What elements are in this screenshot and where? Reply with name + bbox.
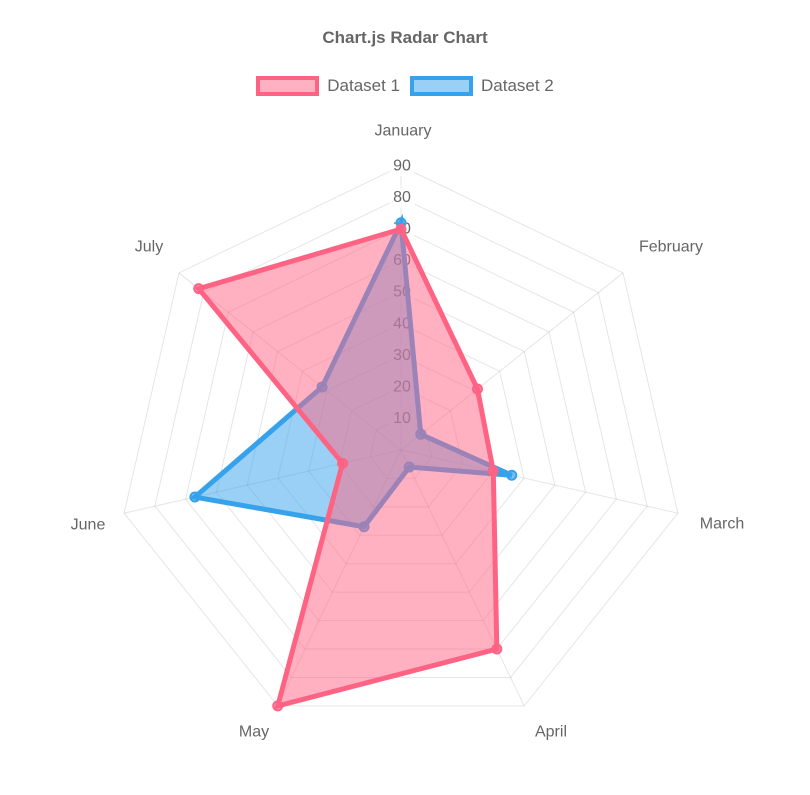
legend-swatch-dataset-1 (256, 76, 320, 96)
dataset-1-point-april[interactable] (491, 643, 503, 655)
grid-ring-90 (123, 165, 679, 707)
dataset-1-point-february[interactable] (471, 383, 483, 395)
axis-label-january: January (375, 123, 432, 140)
legend-label-dataset-1: Dataset 1 (327, 76, 400, 95)
tick-label-90: 90 (393, 158, 411, 175)
legend-item-dataset-2[interactable]: Dataset 2 (410, 76, 554, 96)
grid-ring-80 (154, 197, 648, 678)
axis-label-may: May (239, 724, 269, 741)
chart-title: Chart.js Radar Chart (322, 28, 488, 47)
legend-label-dataset-2: Dataset 2 (481, 76, 554, 95)
axis-label-april: April (535, 724, 567, 741)
dataset-1-area (194, 226, 500, 710)
legend: Dataset 1 Dataset 2 (0, 76, 810, 96)
legend-item-dataset-1[interactable]: Dataset 1 (256, 76, 400, 96)
axis-label-february: February (639, 239, 703, 256)
dataset-1-point-july[interactable] (193, 283, 205, 295)
axis-label-march: March (700, 516, 744, 533)
dataset-1-point-march[interactable] (487, 465, 499, 477)
dataset-1-point-june[interactable] (337, 457, 349, 469)
axis-label-june: June (71, 517, 106, 534)
legend-swatch-dataset-2 (410, 76, 473, 96)
dataset-1-point-january[interactable] (395, 223, 407, 235)
dataset-1-point-may[interactable] (272, 700, 284, 712)
dataset-2-point-june[interactable] (189, 491, 201, 503)
dataset-2-point-march[interactable] (506, 469, 518, 481)
tick-label-80: 80 (393, 189, 411, 206)
axis-label-july: July (135, 239, 163, 256)
tick-backdrop-80 (389, 187, 415, 208)
tick-backdrop-90 (389, 156, 415, 176)
